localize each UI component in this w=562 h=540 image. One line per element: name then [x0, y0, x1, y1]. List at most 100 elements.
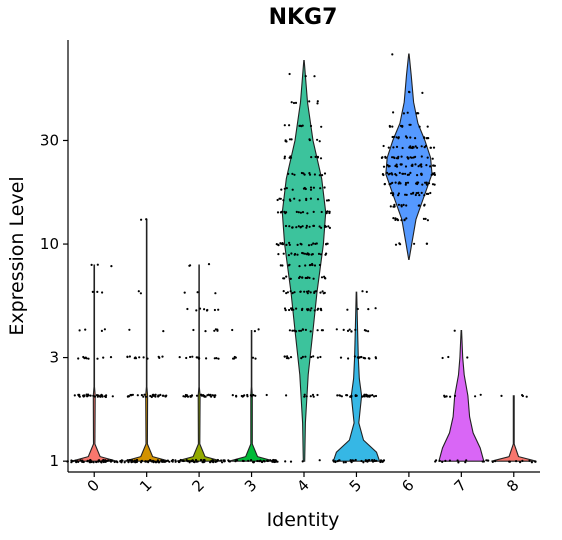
data-point — [425, 183, 429, 186]
data-point — [351, 459, 354, 462]
data-point — [292, 308, 295, 311]
data-point — [400, 155, 403, 158]
data-point — [204, 330, 207, 333]
data-point — [276, 198, 279, 202]
data-point — [431, 157, 434, 160]
data-point — [323, 172, 327, 175]
data-point — [323, 275, 326, 278]
data-point — [291, 172, 294, 175]
data-point — [414, 145, 417, 148]
data-point — [154, 395, 157, 398]
data-point — [312, 355, 315, 358]
data-point — [221, 461, 224, 464]
data-point — [332, 459, 335, 462]
data-point — [78, 393, 81, 396]
data-point — [417, 165, 420, 168]
data-point — [247, 459, 250, 462]
data-point — [235, 458, 238, 462]
data-point — [379, 459, 383, 462]
data-point — [186, 307, 189, 311]
data-point — [389, 205, 392, 208]
data-point — [298, 265, 301, 268]
data-point — [100, 329, 103, 332]
data-point — [368, 394, 371, 397]
data-point — [217, 308, 220, 311]
data-point — [228, 460, 231, 463]
data-point — [142, 395, 145, 398]
data-point — [304, 276, 307, 280]
data-point — [101, 394, 104, 397]
data-point — [300, 308, 304, 312]
data-point — [282, 290, 285, 293]
data-point — [103, 395, 106, 398]
data-point — [84, 356, 87, 359]
data-point — [396, 218, 399, 221]
data-point — [296, 243, 299, 246]
x-tick-label: 2 — [188, 476, 207, 495]
data-point — [356, 307, 359, 311]
data-point — [310, 355, 313, 359]
data-point — [165, 394, 168, 397]
data-point — [300, 171, 303, 175]
data-point — [313, 309, 316, 312]
data-point — [482, 460, 485, 463]
data-point — [306, 276, 309, 279]
data-point — [178, 356, 181, 359]
data-point — [213, 308, 216, 312]
violin-4 — [281, 60, 327, 462]
data-point — [374, 307, 377, 310]
data-point — [316, 308, 319, 311]
data-point — [371, 459, 374, 462]
data-point — [479, 393, 482, 396]
data-point — [320, 125, 323, 128]
data-point — [181, 459, 184, 462]
data-point — [319, 307, 322, 310]
data-point — [142, 356, 145, 359]
data-point — [92, 394, 95, 397]
data-point — [416, 146, 419, 149]
data-point — [291, 188, 294, 191]
data-point — [508, 460, 511, 463]
data-point — [301, 355, 304, 358]
data-point — [313, 291, 316, 294]
data-point — [179, 458, 182, 462]
data-point — [367, 308, 370, 311]
data-point — [396, 157, 400, 160]
data-point — [457, 461, 460, 464]
data-point — [391, 181, 394, 184]
data-point — [361, 290, 364, 293]
data-point — [391, 125, 394, 128]
data-point — [297, 225, 300, 228]
violin-6 — [385, 53, 433, 260]
data-point — [313, 75, 316, 78]
data-point — [126, 355, 129, 359]
data-point — [291, 226, 294, 229]
data-point — [87, 393, 90, 396]
data-point — [418, 204, 421, 207]
data-point — [464, 461, 467, 464]
data-point — [310, 253, 313, 256]
data-point — [88, 459, 91, 462]
data-point — [303, 395, 306, 398]
data-point — [425, 164, 428, 167]
data-point — [317, 252, 321, 255]
data-point — [411, 146, 414, 150]
data-point — [309, 197, 312, 200]
data-point — [287, 172, 290, 175]
data-point — [445, 395, 448, 398]
data-point — [252, 461, 255, 464]
data-point — [354, 458, 357, 462]
data-point — [288, 329, 291, 332]
data-point — [443, 395, 446, 398]
data-point — [279, 197, 282, 200]
y-tick-label: 1 — [49, 452, 59, 470]
data-point — [70, 459, 73, 462]
data-point — [418, 194, 421, 197]
data-point — [96, 290, 99, 293]
data-point — [271, 460, 274, 463]
data-point — [515, 460, 518, 463]
data-point — [256, 459, 259, 463]
data-point — [358, 356, 361, 359]
data-point — [290, 101, 293, 104]
data-point — [438, 459, 441, 462]
